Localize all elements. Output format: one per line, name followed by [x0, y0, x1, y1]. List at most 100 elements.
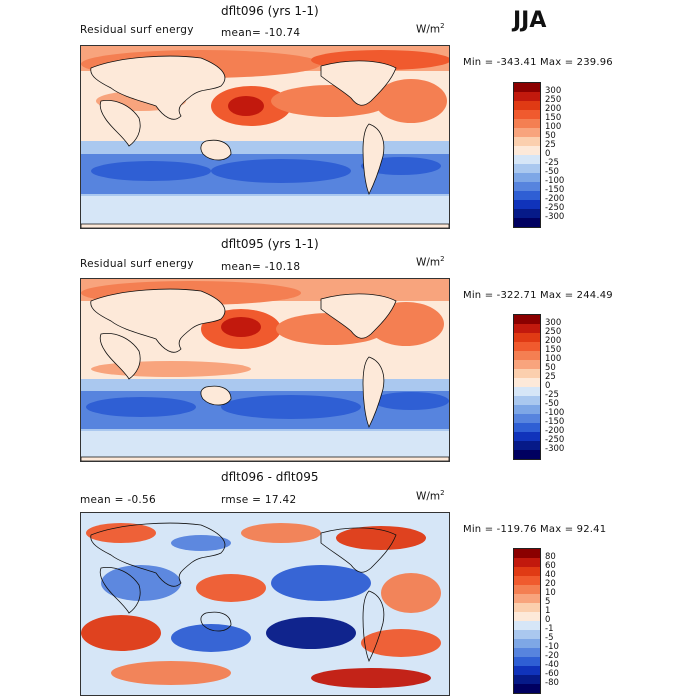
panel3-units: W/m2 — [416, 489, 445, 503]
colorbar-segment — [514, 450, 540, 459]
colorbar-segment — [514, 351, 540, 360]
panel1-title: dflt096 (yrs 1-1) — [221, 4, 319, 18]
colorbar-tick-label: -5 — [545, 633, 554, 643]
colorbar-segment — [514, 621, 540, 630]
colorbar-tick-label: 50 — [545, 363, 556, 373]
panel2-map — [80, 278, 450, 462]
colorbar-segment — [514, 83, 540, 92]
colorbar-segment — [514, 128, 540, 137]
panel2-field-label: Residual surf energy — [80, 258, 194, 270]
colorbar-segment — [514, 423, 540, 432]
colorbar-segment — [514, 182, 540, 191]
colorbar-segment — [514, 200, 540, 209]
colorbar-segment — [514, 92, 540, 101]
colorbar-tick-label: 200 — [545, 336, 562, 346]
panel3-mean: mean = -0.56 — [80, 494, 157, 506]
panel3-map — [80, 512, 450, 696]
colorbar-segment — [514, 630, 540, 639]
colorbar-tick-label: -150 — [545, 185, 565, 195]
colorbar-segment — [514, 441, 540, 450]
colorbar-segment — [514, 387, 540, 396]
panel2-colorbar — [513, 314, 541, 460]
colorbar-segment — [514, 218, 540, 227]
colorbar-tick-label: -60 — [545, 669, 559, 679]
colorbar-segment — [514, 173, 540, 182]
colorbar-tick-label: -50 — [545, 399, 559, 409]
colorbar-segment — [514, 603, 540, 612]
panel1-minmax: Min = -343.41 Max = 239.96 — [463, 57, 613, 68]
colorbar-tick-label: 300 — [545, 86, 562, 96]
panel1-colorbar — [513, 82, 541, 228]
colorbar-tick-label: -250 — [545, 203, 565, 213]
colorbar-segment — [514, 360, 540, 369]
colorbar-segment — [514, 648, 540, 657]
colorbar-segment — [514, 657, 540, 666]
colorbar-segment — [514, 585, 540, 594]
colorbar-segment — [514, 119, 540, 128]
colorbar-tick-label: -300 — [545, 212, 565, 222]
colorbar-segment — [514, 396, 540, 405]
colorbar-tick-label: 25 — [545, 140, 556, 150]
colorbar-tick-label: 200 — [545, 104, 562, 114]
colorbar-segment — [514, 594, 540, 603]
colorbar-tick-label: 1 — [545, 606, 551, 616]
colorbar-tick-label: 250 — [545, 95, 562, 105]
colorbar-tick-label: -100 — [545, 176, 565, 186]
colorbar-tick-label: -1 — [545, 624, 554, 634]
colorbar-segment — [514, 369, 540, 378]
colorbar-segment — [514, 684, 540, 693]
panel2-mean: mean= -10.18 — [221, 261, 301, 273]
colorbar-tick-label: 0 — [545, 615, 551, 625]
colorbar-tick-label: 5 — [545, 597, 551, 607]
colorbar-segment — [514, 567, 540, 576]
colorbar-tick-label: -80 — [545, 678, 559, 688]
colorbar-segment — [514, 549, 540, 558]
colorbar-tick-label: -250 — [545, 435, 565, 445]
colorbar-tick-label: 100 — [545, 354, 562, 364]
colorbar-tick-label: 40 — [545, 570, 556, 580]
panel3-rmse: rmse = 17.42 — [221, 494, 297, 506]
colorbar-tick-label: -200 — [545, 194, 565, 204]
panel1-map — [80, 45, 450, 229]
colorbar-tick-label: -10 — [545, 642, 559, 652]
colorbar-tick-label: 0 — [545, 381, 551, 391]
colorbar-segment — [514, 155, 540, 164]
colorbar-tick-label: 50 — [545, 131, 556, 141]
panel3-title: dflt096 - dflt095 — [221, 470, 319, 484]
colorbar-segment — [514, 378, 540, 387]
colorbar-tick-label: -20 — [545, 651, 559, 661]
panel1-field-label: Residual surf energy — [80, 24, 194, 36]
panel1-units: W/m2 — [416, 22, 445, 36]
colorbar-tick-label: 60 — [545, 561, 556, 571]
colorbar-segment — [514, 414, 540, 423]
colorbar-segment — [514, 137, 540, 146]
colorbar-segment — [514, 164, 540, 173]
colorbar-tick-label: 0 — [545, 149, 551, 159]
colorbar-tick-label: 100 — [545, 122, 562, 132]
colorbar-segment — [514, 146, 540, 155]
panel3-minmax: Min = -119.76 Max = 92.41 — [463, 524, 607, 535]
colorbar-segment — [514, 110, 540, 119]
colorbar-tick-label: 150 — [545, 113, 562, 123]
colorbar-tick-label: -100 — [545, 408, 565, 418]
colorbar-tick-label: 80 — [545, 552, 556, 562]
colorbar-segment — [514, 101, 540, 110]
colorbar-tick-label: -50 — [545, 167, 559, 177]
colorbar-segment — [514, 558, 540, 567]
colorbar-segment — [514, 342, 540, 351]
colorbar-segment — [514, 432, 540, 441]
colorbar-tick-label: 20 — [545, 579, 556, 589]
panel3-map-canvas — [81, 513, 449, 695]
colorbar-segment — [514, 666, 540, 675]
colorbar-tick-label: -300 — [545, 444, 565, 454]
panel2-minmax: Min = -322.71 Max = 244.49 — [463, 290, 613, 301]
colorbar-tick-label: 25 — [545, 372, 556, 382]
colorbar-segment — [514, 612, 540, 621]
colorbar-segment — [514, 191, 540, 200]
colorbar-segment — [514, 333, 540, 342]
colorbar-segment — [514, 315, 540, 324]
colorbar-segment — [514, 675, 540, 684]
panel2-title: dflt095 (yrs 1-1) — [221, 237, 319, 251]
panel1-mean: mean= -10.74 — [221, 27, 301, 39]
colorbar-tick-label: 300 — [545, 318, 562, 328]
